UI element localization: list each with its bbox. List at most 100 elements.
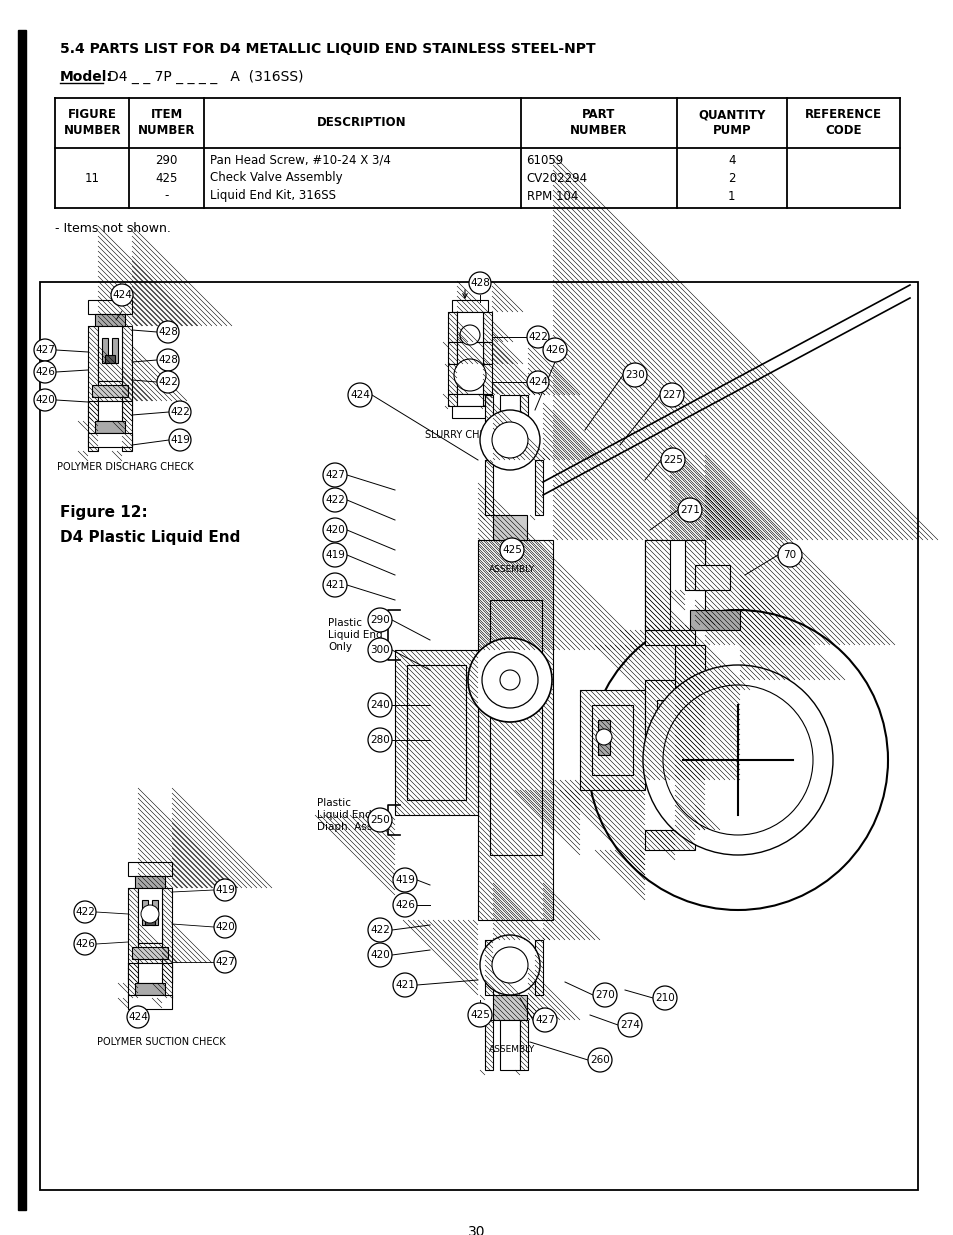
Bar [122, 401, 132, 451]
Circle shape [459, 325, 479, 345]
Circle shape [169, 401, 191, 424]
Circle shape [213, 916, 235, 939]
Text: 420: 420 [325, 525, 345, 535]
Bar [499, 395, 519, 445]
Bar [456, 312, 482, 342]
Circle shape [587, 610, 887, 910]
Circle shape [468, 638, 552, 722]
Text: FIGURE
NUMBER: FIGURE NUMBER [63, 109, 121, 137]
Circle shape [348, 383, 372, 408]
Text: 300: 300 [370, 645, 390, 655]
Bar [493, 415, 526, 440]
Bar [592, 705, 633, 776]
Circle shape [678, 498, 701, 522]
Text: ASSEMBLY: ASSEMBLY [488, 1045, 535, 1053]
Bar [88, 326, 98, 421]
Bar [407, 664, 465, 800]
Text: 424: 424 [128, 1011, 148, 1023]
Bar [482, 312, 492, 342]
Bar [138, 888, 162, 944]
Bar [138, 944, 162, 963]
Text: 427: 427 [325, 471, 345, 480]
Text: PART
NUMBER: PART NUMBER [569, 109, 627, 137]
Text: 227: 227 [661, 390, 681, 400]
Bar [484, 940, 493, 995]
Text: 424: 424 [528, 377, 547, 387]
Circle shape [533, 1008, 557, 1032]
Text: 427: 427 [35, 345, 55, 354]
Text: 420: 420 [370, 950, 390, 960]
Bar [18, 30, 26, 1210]
Text: 421: 421 [325, 580, 345, 590]
Text: ASSEMBLY: ASSEMBLY [488, 564, 535, 574]
Bar [644, 680, 740, 781]
Circle shape [393, 973, 416, 997]
Text: 274: 274 [619, 1020, 639, 1030]
Circle shape [157, 370, 179, 393]
Bar [499, 1020, 519, 1070]
Text: 270: 270 [595, 990, 615, 1000]
Bar [644, 540, 704, 630]
Text: 260: 260 [590, 1055, 609, 1065]
Text: 210: 210 [655, 993, 674, 1003]
Bar [675, 645, 704, 830]
Bar [535, 940, 542, 995]
Text: - Items not shown.: - Items not shown. [55, 222, 171, 235]
Circle shape [368, 727, 392, 752]
Text: POLYMER DISCHARG CHECK: POLYMER DISCHARG CHECK [57, 462, 193, 472]
Text: 61059
CV202294
RPM 104: 61059 CV202294 RPM 104 [526, 153, 587, 203]
Text: 426: 426 [35, 367, 55, 377]
Bar [456, 342, 482, 364]
Bar [452, 300, 488, 312]
Bar [493, 515, 526, 540]
Text: ITEM
NUMBER: ITEM NUMBER [137, 109, 195, 137]
Text: 424: 424 [112, 290, 132, 300]
Circle shape [642, 664, 832, 855]
Circle shape [492, 947, 527, 983]
Circle shape [499, 671, 519, 690]
Circle shape [652, 986, 677, 1010]
Bar [493, 995, 526, 1020]
Bar [88, 300, 132, 314]
Bar [122, 326, 132, 421]
Bar [456, 394, 482, 406]
Text: 419: 419 [170, 435, 190, 445]
Circle shape [323, 543, 347, 567]
Circle shape [368, 918, 392, 942]
Bar [484, 459, 493, 515]
Text: 419: 419 [395, 876, 415, 885]
Bar [598, 720, 609, 755]
Circle shape [622, 363, 646, 387]
Bar [452, 406, 488, 417]
Text: 422: 422 [75, 906, 95, 918]
Text: 225: 225 [662, 454, 682, 466]
Bar [98, 401, 122, 421]
Bar [132, 947, 168, 960]
Circle shape [393, 893, 416, 918]
Circle shape [368, 638, 392, 662]
Text: Pan Head Screw, #10-24 X 3/4
Check Valve Assembly
Liquid End Kit, 316SS: Pan Head Screw, #10-24 X 3/4 Check Valve… [210, 153, 390, 203]
Bar [482, 342, 492, 364]
Bar [112, 338, 118, 363]
Text: 422: 422 [370, 925, 390, 935]
Circle shape [141, 905, 159, 923]
Bar [98, 382, 122, 401]
Circle shape [479, 935, 539, 995]
Text: SLURRY CHECKS: SLURRY CHECKS [424, 430, 504, 440]
Circle shape [393, 868, 416, 892]
Text: 428: 428 [470, 278, 490, 288]
Circle shape [587, 1049, 612, 1072]
Bar [695, 564, 729, 590]
Circle shape [454, 359, 485, 391]
Text: Model:: Model: [60, 70, 112, 84]
Bar [135, 876, 165, 888]
Circle shape [111, 284, 132, 306]
Bar [535, 459, 542, 515]
Text: 70: 70 [782, 550, 796, 559]
Circle shape [660, 448, 684, 472]
Bar [501, 659, 517, 700]
Text: 290
425
-: 290 425 - [155, 153, 177, 203]
Text: 422: 422 [528, 332, 547, 342]
Circle shape [169, 429, 191, 451]
Bar [162, 963, 172, 998]
